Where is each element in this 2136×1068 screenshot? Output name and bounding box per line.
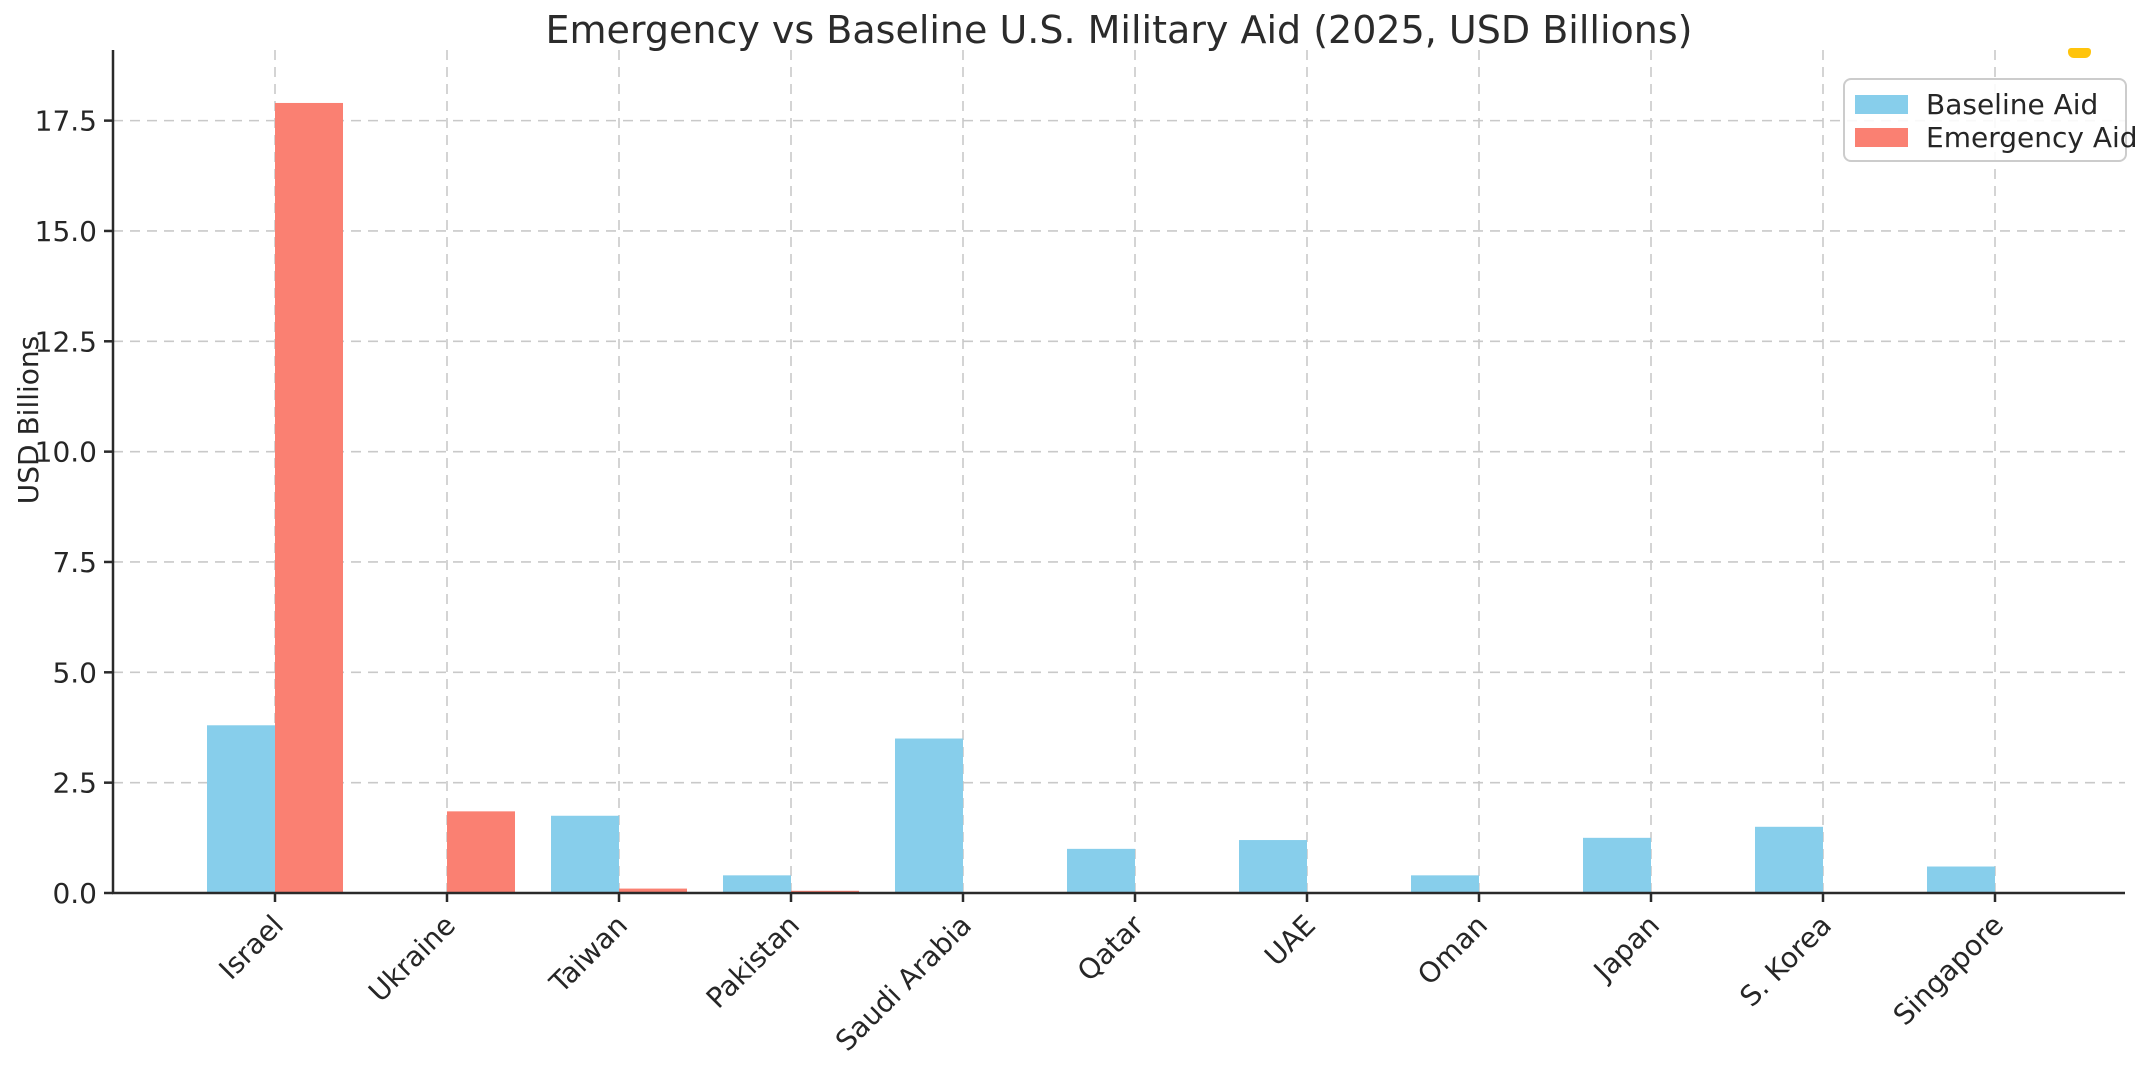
yellow-dash-indicator [2068,48,2091,58]
bar-baseline-10 [1927,866,1995,893]
chart-title: Emergency vs Baseline U.S. Military Aid … [545,8,1693,52]
legend-entry-emergency: Emergency Aid [1855,121,2136,154]
x-category-label: Israel [212,909,289,986]
legend-swatch-emergency [1855,128,1908,147]
legend-label-baseline: Baseline Aid [1926,87,2099,121]
legend: Baseline Aid Emergency Aid [1843,78,2136,162]
legend-swatch-baseline [1855,95,1908,114]
x-category-label: Japan [1586,909,1666,989]
x-category-label: Ukraine [362,909,462,1009]
bar-baseline-9 [1755,826,1823,893]
bar-baseline-8 [1583,837,1651,893]
y-tick-label: 17.5 [35,105,97,138]
bar-emergency-0 [275,102,343,893]
x-category-label: Singapore [1887,909,2010,1032]
x-category-label: Pakistan [700,909,806,1015]
y-tick-label: 0.0 [52,877,97,910]
bar-baseline-3 [723,875,791,893]
bar-baseline-2 [551,815,619,893]
y-tick-label: 12.5 [35,325,97,358]
bar-emergency-1 [447,811,515,893]
bar-baseline-6 [1239,840,1307,893]
x-category-label: Qatar [1071,908,1150,987]
y-tick-label: 15.0 [35,215,97,248]
y-tick-label: 7.5 [52,546,97,579]
y-tick-label: 2.5 [52,767,97,800]
x-category-label: S. Korea [1733,909,1838,1014]
x-category-label: Saudi Arabia [829,909,978,1058]
bar-baseline-4 [895,738,963,893]
x-category-label: Taiwan [543,909,634,1000]
x-category-label: UAE [1258,909,1322,973]
bar-baseline-0 [207,725,275,893]
legend-label-emergency: Emergency Aid [1926,120,2136,154]
bar-emergency-2 [619,888,687,893]
legend-entry-baseline: Baseline Aid [1855,88,2125,121]
bar-baseline-7 [1411,875,1479,893]
bar-baseline-5 [1067,848,1135,893]
y-tick-label: 10.0 [35,436,97,469]
x-category-label: Oman [1411,909,1494,992]
y-tick-label: 5.0 [52,656,97,689]
